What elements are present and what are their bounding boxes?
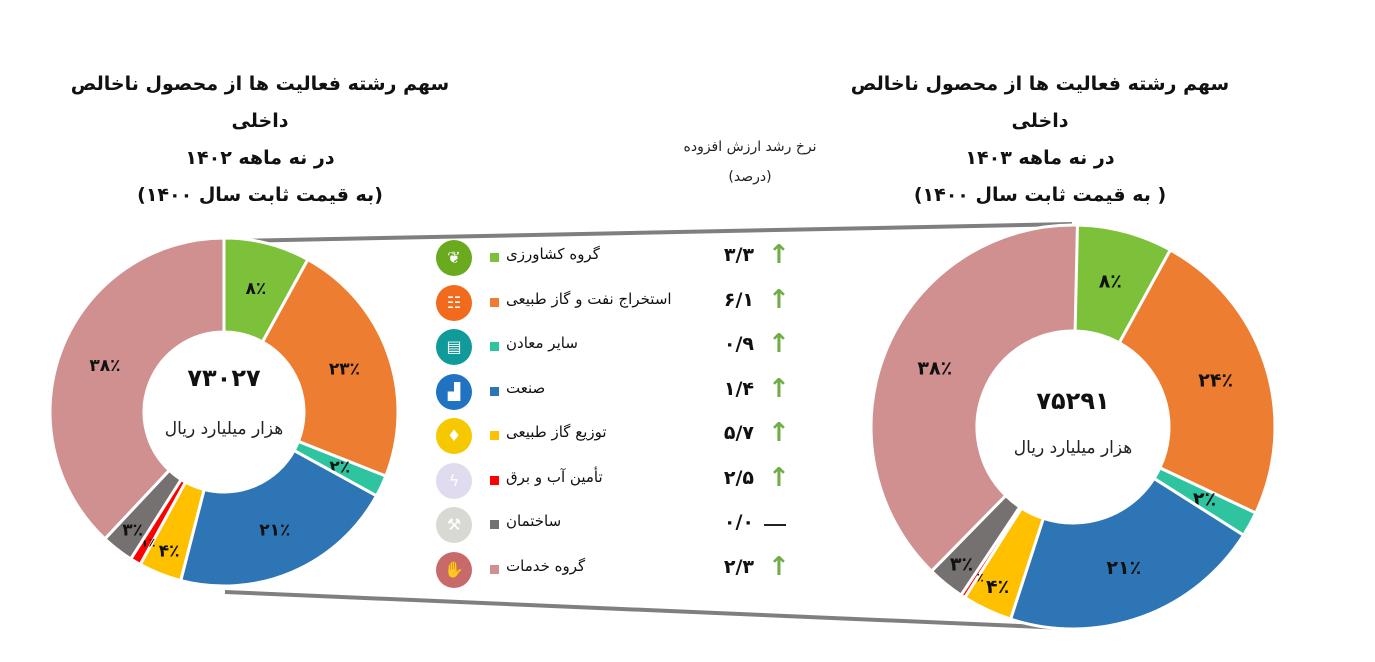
flat-dash-icon — [764, 524, 786, 526]
growth-value: ۶/۱ — [723, 288, 754, 311]
donut-slice — [260, 257, 400, 479]
legend-item: ▟ صنعت ۱/۴ ↑ — [432, 372, 812, 412]
center-unit: هزار میلیارد ریال — [1014, 438, 1133, 458]
header-line: نرخ رشد ارزش افزوده — [683, 139, 817, 155]
slice-label: ۴٪ — [986, 576, 1009, 598]
title-line: در نه ماهه ۱۴۰۳ — [965, 147, 1115, 169]
up-arrow-icon: ↑ — [768, 418, 790, 448]
up-arrow-icon: ↑ — [768, 373, 790, 404]
donut-slice — [1117, 247, 1277, 516]
growth-value: ۱/۴ — [723, 377, 754, 400]
legend-swatch — [490, 386, 499, 396]
legend-item: ☷ استخراج نفت و گاز طبیعی ۶/۱ ↑ — [432, 283, 812, 323]
up-arrow-icon: ↑ — [768, 462, 790, 493]
donut-slice — [1008, 476, 1246, 631]
growth-value: ۲/۳ — [723, 555, 754, 578]
construction-icon: ⚒ — [436, 507, 472, 543]
legend-swatch — [490, 564, 499, 574]
title-line: ( به قیمت ثابت سال ۱۴۰۰) — [913, 184, 1167, 206]
center-value: ۷۳۰۲۷ — [187, 364, 261, 392]
slice-label: ۲٪ — [1193, 488, 1216, 510]
legend-label: صنعت — [506, 378, 546, 397]
center-value: ۷۵۲۹۱ — [1036, 387, 1109, 415]
slice-label: ۳۸٪ — [917, 358, 952, 380]
legend-label: ساختمان — [506, 512, 562, 530]
connector-top-line — [235, 222, 1073, 243]
up-arrow-icon: ↑ — [768, 551, 790, 582]
title-line: سهم رشته فعالیت ها از محصول ناخالص داخلی — [850, 73, 1230, 132]
title-line: (به قیمت ثابت سال ۱۴۰۰) — [137, 184, 383, 206]
growth-value: ۲/۵ — [723, 466, 754, 489]
legend-swatch — [490, 520, 499, 529]
growth-value: ۰/۰ — [723, 511, 754, 533]
title-line: در نه ماهه ۱۴۰۲ — [185, 147, 335, 169]
slice-label: ۳٪ — [122, 521, 143, 541]
legend-item: ♦ توزیع گاز طبیعی ۵/۷ ↑ — [432, 416, 812, 456]
center-unit: هزار میلیارد ریال — [165, 419, 284, 439]
donut-slice — [869, 223, 1079, 574]
legend-swatch — [490, 475, 499, 485]
title-line: سهم رشته فعالیت ها از محصول ناخالص داخلی — [70, 73, 450, 132]
legend-swatch — [490, 342, 499, 351]
slice-label: ۳٪ — [950, 553, 973, 575]
legend-label: سایر معادن — [506, 334, 578, 352]
up-arrow-icon: ↑ — [768, 284, 790, 315]
connector-bottom-line — [224, 590, 1067, 630]
slice-label: ۲۳٪ — [329, 360, 360, 380]
slice-label: ۲۴٪ — [1198, 370, 1233, 392]
wheat-icon: ❦ — [436, 240, 472, 276]
up-arrow-icon: ↑ — [768, 240, 790, 270]
growth-value: ۳/۳ — [723, 244, 754, 266]
donut-slice — [48, 236, 226, 541]
slice-label: ۴٪ — [159, 542, 180, 562]
donut-slice — [178, 448, 379, 588]
legend-label: گروه کشاورزی — [506, 245, 600, 263]
legend-label: تأمین آب و برق — [506, 467, 603, 486]
growth-value: ۵/۷ — [723, 422, 754, 444]
legend-label: گروه خدمات — [506, 556, 586, 575]
legend-item: ✋ گروه خدمات ۲/۳ ↑ — [432, 550, 812, 590]
slice-label: ۲۱٪ — [1106, 557, 1141, 579]
legend-item: ⚒ ساختمان ۰/۰ — [432, 505, 812, 545]
growth-value: ۰/۹ — [723, 333, 754, 355]
mine-cart-icon: ▤ — [436, 329, 472, 365]
legend-item: ❦ گروه کشاورزی ۳/۳ ↑ — [432, 238, 812, 278]
water-electricity-icon: ϟ — [436, 462, 472, 499]
growth-column-header: نرخ رشد ارزش افزوده (درصد) — [650, 132, 850, 192]
legend-swatch — [490, 297, 499, 307]
slice-label: ۸٪ — [245, 279, 266, 299]
left-chart-title: سهم رشته فعالیت ها از محصول ناخالص داخلی… — [40, 66, 480, 214]
slice-label: ۸٪ — [1099, 271, 1122, 293]
slice-label: ۳۸٪ — [89, 356, 120, 376]
up-arrow-icon: ↑ — [768, 329, 790, 359]
gas-icon: ♦ — [436, 418, 472, 454]
header-unit: (درصد) — [728, 169, 772, 185]
services-hand-icon: ✋ — [436, 551, 472, 588]
legend-label: توزیع گاز طبیعی — [506, 423, 607, 441]
oil-barrels-icon: ☷ — [436, 284, 472, 321]
legend-item: ϟ تأمین آب و برق ۲/۵ ↑ — [432, 461, 812, 501]
legend-item: ▤ سایر معادن ۰/۹ ↑ — [432, 327, 812, 367]
slice-label: ۲۱٪ — [259, 520, 290, 540]
right-chart-title: سهم رشته فعالیت ها از محصول ناخالص داخلی… — [820, 66, 1260, 214]
legend-label: استخراج نفت و گاز طبیعی — [506, 289, 672, 308]
legend-swatch — [490, 253, 499, 262]
factory-icon: ▟ — [436, 373, 472, 410]
legend-swatch — [490, 431, 499, 440]
